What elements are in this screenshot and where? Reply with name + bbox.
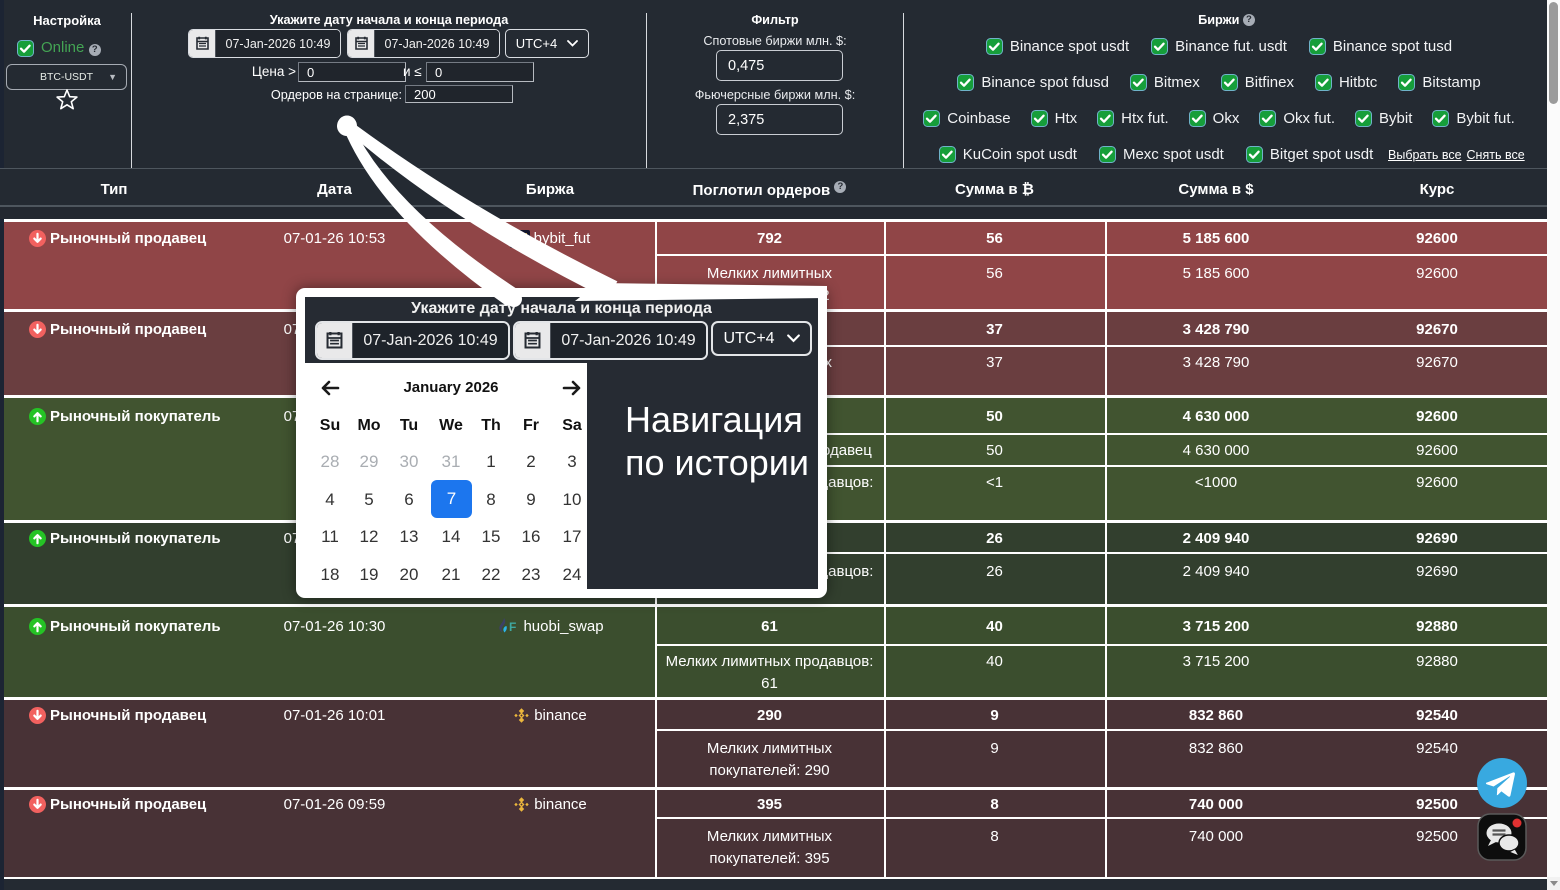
svg-text:F: F [509,620,516,634]
